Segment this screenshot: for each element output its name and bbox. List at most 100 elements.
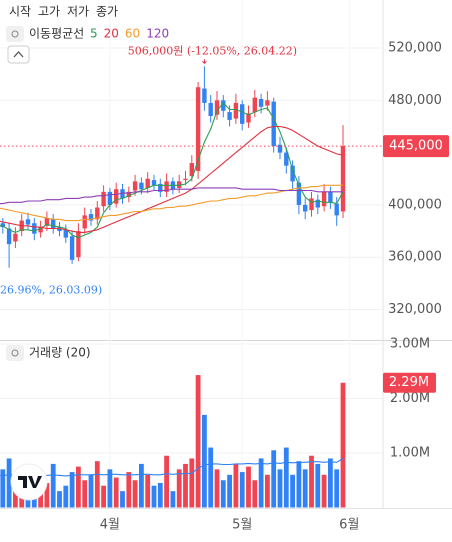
candle-body	[44, 217, 50, 226]
candle-body	[13, 233, 18, 242]
candle-body	[88, 214, 94, 221]
candle-body	[290, 165, 295, 182]
candle-body	[32, 223, 37, 234]
legend-entry: 5	[90, 27, 98, 41]
candle-body	[63, 229, 68, 238]
price-badge-label: 445,000	[389, 139, 443, 154]
price-badge	[383, 135, 449, 158]
candle-body	[227, 112, 232, 120]
y-tick-label: 480,000	[388, 93, 442, 108]
volume-badge-label: 2.29M	[389, 375, 429, 390]
volume-bar	[277, 469, 283, 508]
candle-body	[164, 181, 169, 192]
volume-bar	[170, 491, 176, 508]
candle-body	[315, 199, 320, 208]
y-tick-label: 1.00M	[390, 446, 430, 461]
legend-entry: 60	[125, 27, 140, 41]
volume-bar	[220, 480, 226, 508]
volume-bar	[183, 463, 188, 508]
logo-circle[interactable]	[10, 463, 48, 501]
volume-bar	[50, 463, 56, 508]
candle-body	[303, 204, 308, 212]
volume-bar	[176, 469, 182, 508]
y-tick-label: 2.00M	[390, 391, 430, 406]
volume-bar	[132, 480, 138, 508]
y-tick-label: 400,000	[388, 197, 442, 212]
volume-bar	[69, 472, 75, 508]
y-tick-label: 360,000	[388, 250, 442, 265]
candle-body	[0, 223, 5, 228]
candle-body	[214, 100, 220, 115]
volume-bar	[120, 491, 125, 508]
volume-bar	[107, 469, 113, 508]
volume-toggle[interactable]	[6, 345, 24, 361]
x-tick-label: 5월	[232, 518, 252, 533]
volume-bar	[145, 474, 151, 508]
candle-body	[284, 152, 289, 166]
volume-bar	[265, 474, 270, 508]
volume-bar	[126, 472, 132, 508]
volume-bar	[82, 480, 88, 508]
legend-entry: 20	[104, 27, 119, 41]
volume-bar	[88, 474, 94, 508]
candle-body	[202, 88, 207, 103]
candle-body	[296, 182, 302, 205]
volume-bar	[233, 463, 239, 508]
volume-bar	[283, 447, 289, 508]
candle-body	[25, 219, 31, 225]
volume-bar	[151, 485, 157, 508]
candle-body	[252, 97, 257, 113]
volume-bar	[0, 469, 6, 508]
eye-button[interactable]	[6, 345, 24, 361]
volume-bar	[258, 458, 264, 508]
candle-body	[221, 100, 226, 111]
y-tick-label: 320,000	[388, 302, 442, 317]
x-tick-label: 6월	[339, 518, 359, 533]
volume-bar	[309, 455, 314, 508]
candle-body	[120, 189, 125, 199]
candle-body	[309, 198, 314, 211]
candle-body	[340, 146, 346, 212]
tradingview-logo[interactable]	[10, 463, 48, 501]
ma-line	[0, 125, 344, 233]
candle-body	[114, 189, 119, 204]
volume-bar	[202, 414, 207, 508]
ohlc-label: 저가	[67, 5, 89, 19]
max-annotation: 506,000원 (-12.05%, 26.04.22)	[128, 44, 297, 57]
candle-body	[328, 191, 333, 203]
candle-body	[6, 228, 12, 245]
volume-bar	[208, 447, 214, 508]
overlay: 시작 고가 저가 종가 이동평균선 거래량 (20) 320,000 360,00…	[0, 5, 449, 533]
chevron-icon	[13, 51, 24, 58]
candle-body	[265, 100, 270, 106]
volume-bar	[271, 450, 277, 508]
min-annotation: 26.96%, 26.03.09)	[0, 284, 102, 297]
ohlc-label: 시작	[9, 5, 31, 19]
marks	[0, 66, 383, 508]
candle-body	[57, 227, 62, 232]
y-tick-label: 520,000	[388, 40, 442, 55]
y-tick-label: 3.00M	[390, 337, 430, 352]
candle-body	[51, 219, 56, 229]
volume-bar	[315, 463, 321, 508]
volume-bar	[63, 485, 69, 508]
ohlc-label: 고가	[38, 5, 60, 19]
eye-button[interactable]	[6, 26, 24, 42]
eye-icon	[11, 30, 19, 38]
ma-toggle[interactable]	[6, 26, 24, 42]
legend-entry: 120	[146, 27, 169, 41]
button-box[interactable]	[7, 45, 30, 64]
volume-bar	[340, 382, 346, 508]
volume-bar	[246, 466, 251, 508]
volume-bar	[296, 461, 302, 508]
volume-bar	[189, 458, 195, 508]
candle-body	[132, 181, 138, 191]
collapse-button[interactable]	[7, 45, 30, 64]
candle-body	[158, 183, 163, 192]
volume-bar	[321, 474, 327, 508]
volume-bar	[101, 485, 106, 508]
candle-body	[195, 87, 201, 171]
logo-mark	[18, 476, 42, 488]
eye-icon	[11, 349, 19, 357]
